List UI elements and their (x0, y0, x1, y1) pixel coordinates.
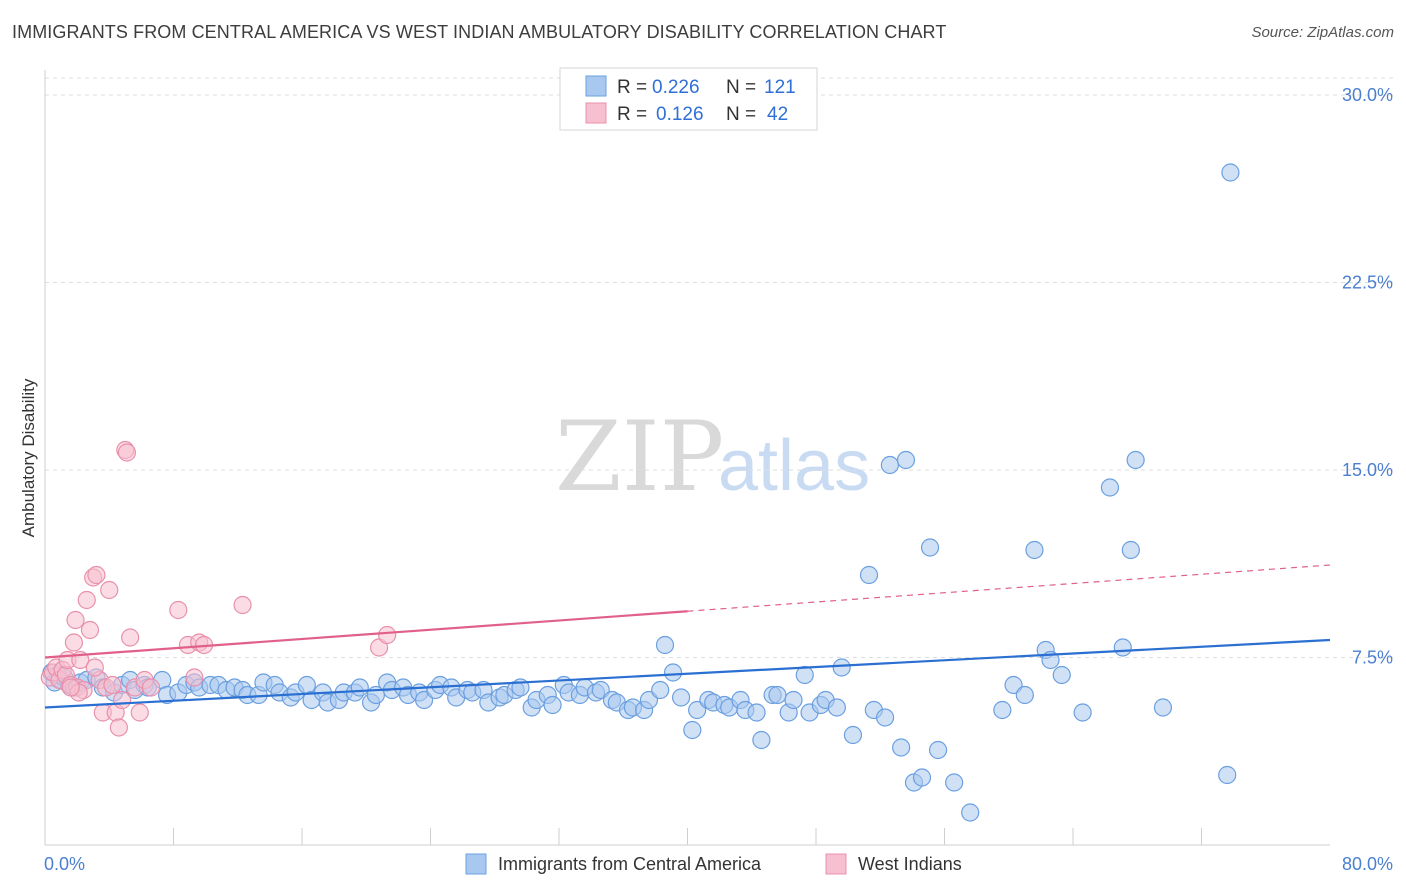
y-axis-label: Ambulatory Disability (19, 378, 38, 537)
legend-n-value-1: 121 (764, 77, 796, 98)
central-america-point-92 (752, 730, 771, 750)
west-indians-point-20 (103, 675, 122, 695)
x-tick-label-max: 80.0% (1342, 854, 1393, 874)
central-america-point-81 (663, 663, 683, 682)
legend-n-value-2: 42 (767, 104, 788, 125)
central-america-point-111 (912, 768, 932, 787)
west-indians-point-15 (87, 565, 106, 585)
central-america-point-113 (928, 740, 948, 760)
central-america-point-108 (892, 738, 911, 757)
central-america-point-116 (993, 700, 1012, 720)
central-america-point-118 (1015, 685, 1034, 705)
legend-label-west-indians: West Indians (858, 854, 962, 874)
x-axis-ticks (173, 828, 1202, 845)
legend-swatch-west-indians (825, 853, 847, 875)
source-credit: Source: ZipAtlas.com (1251, 24, 1394, 41)
central-america-point-115 (961, 803, 980, 822)
west-indians-trend-extension (687, 564, 1331, 612)
central-america-point-79 (651, 680, 670, 700)
central-america-point-112 (920, 538, 940, 557)
central-america-point-103 (843, 725, 863, 745)
central-america-point-42 (350, 678, 369, 697)
y-tick-label-3: 30.0% (1342, 85, 1393, 105)
central-america-point-106 (875, 708, 895, 727)
central-america-point-123 (1073, 703, 1092, 722)
legend-r-label-2: R = (617, 104, 647, 125)
y-tick-label-1: 15.0% (1342, 460, 1393, 480)
central-america-point-128 (1153, 698, 1173, 717)
west-indians-point-13 (80, 620, 100, 640)
watermark-zip: ZIP (555, 401, 724, 513)
west-indians-point-19 (100, 580, 119, 600)
west-indians-point-30 (141, 678, 161, 697)
central-america-point-35 (297, 675, 316, 695)
legend-swatch-pink (585, 102, 607, 124)
central-america-point-104 (859, 565, 879, 585)
central-america-point-80 (655, 635, 675, 655)
trend-lines (44, 564, 1331, 709)
west-indians-point-40 (233, 595, 252, 615)
central-america-point-122 (1052, 665, 1071, 685)
central-america-point-114 (945, 773, 964, 792)
west-indians-trend-line (44, 610, 688, 659)
west-indians-point-25 (117, 443, 137, 462)
west-indians-point-26 (121, 628, 140, 647)
central-america-point-97 (795, 665, 814, 685)
central-america-point-66 (543, 695, 562, 715)
west-indians-point-39 (61, 678, 80, 697)
series-legend: Immigrants from Central America West Ind… (465, 853, 962, 875)
central-america-point-119 (1025, 540, 1044, 560)
central-america-point-82 (671, 688, 691, 707)
legend-label-central-america: Immigrants from Central America (498, 854, 762, 874)
watermark-atlas: atlas (718, 426, 870, 506)
west-indians-point-37 (85, 658, 104, 677)
central-america-point-125 (1113, 638, 1132, 657)
central-america-point-83 (683, 720, 702, 740)
legend-r-label-1: R = (617, 77, 647, 98)
y-tick-label-2: 22.5% (1342, 273, 1393, 293)
chart-title: IMMIGRANTS FROM CENTRAL AMERICA VS WEST … (12, 22, 947, 42)
legend-swatch-blue (585, 75, 607, 97)
x-tick-label-min: 0.0% (44, 854, 85, 874)
central-america-point-91 (747, 703, 766, 722)
stats-legend: R = 0.226 N = 121 R = 0.126 N = 42 (559, 67, 818, 131)
y-tick-label-0: 7.5% (1352, 648, 1393, 668)
central-america-point-126 (1121, 540, 1140, 560)
west-indians-point-22 (109, 718, 128, 737)
central-america-point-101 (827, 698, 846, 717)
legend-r-value-1: 0.226 (652, 77, 700, 98)
legend-swatch-central-america (465, 853, 487, 875)
west-indians-point-38 (66, 610, 85, 630)
central-america-point-129 (1218, 765, 1237, 785)
central-america-point-102 (832, 658, 851, 677)
west-indians-point-42 (378, 625, 397, 645)
central-america-point-107 (880, 455, 899, 475)
west-indians-point-31 (169, 600, 188, 620)
central-america-point-96 (784, 690, 803, 710)
central-america-point-127 (1126, 450, 1145, 470)
central-america-point-130 (1221, 163, 1240, 182)
central-america-point-124 (1100, 478, 1120, 497)
central-america-trend-line (44, 638, 1331, 709)
legend-n-label-1: N = (726, 77, 756, 98)
west-indians-point-23 (112, 690, 132, 710)
west-indians-point-33 (185, 668, 204, 687)
legend-r-value-2: 0.126 (656, 104, 704, 125)
legend-n-label-2: N = (726, 104, 756, 125)
y-axis-tick-labels: 7.5% 15.0% 22.5% 30.0% (1342, 85, 1393, 668)
central-america-point-94 (768, 685, 787, 705)
central-america-point-109 (896, 450, 916, 470)
west-indians-point-12 (77, 590, 96, 610)
west-indians-point-28 (130, 703, 149, 722)
gridlines (45, 77, 1393, 658)
west-indians-point-8 (64, 633, 84, 652)
